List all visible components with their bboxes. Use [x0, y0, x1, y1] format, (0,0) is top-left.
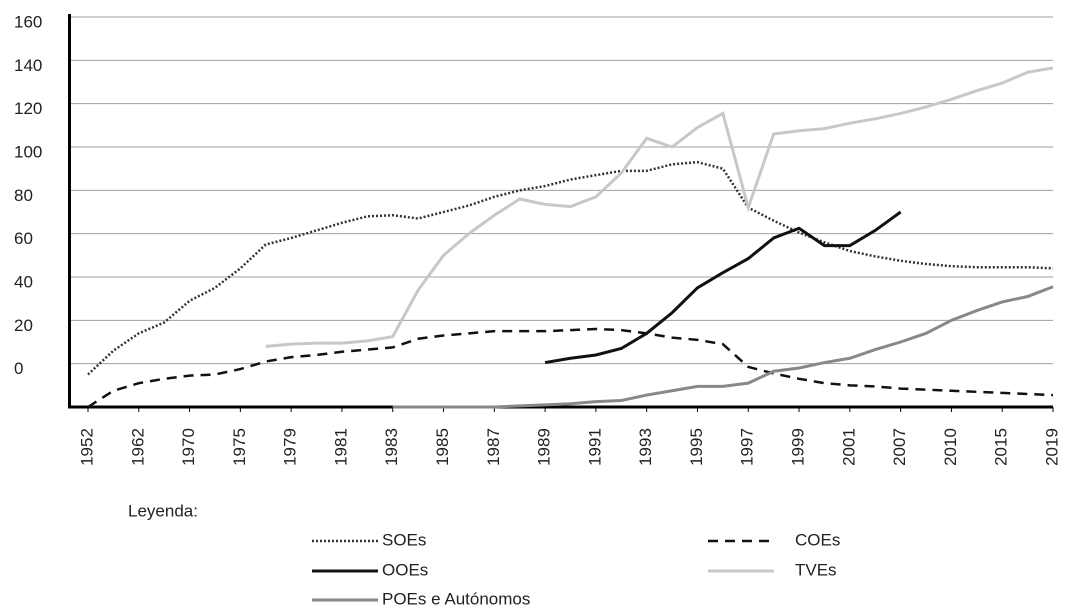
- x-tick-label: 1997: [738, 428, 757, 466]
- y-tick-label: 0: [14, 359, 23, 378]
- y-tick-label: 80: [14, 186, 33, 205]
- y-tick-label: 40: [14, 272, 33, 291]
- series-line: [87, 327, 1054, 409]
- y-tick-label: 160: [14, 12, 42, 31]
- x-tick-label: 1981: [331, 428, 350, 466]
- x-tick-label: 1999: [789, 428, 808, 466]
- x-tick-label: 1991: [585, 428, 604, 466]
- legend-title: Leyenda:: [128, 501, 198, 520]
- x-tick-label: 2001: [839, 428, 858, 466]
- y-tick-label: 140: [14, 56, 42, 75]
- x-tick-label: 1962: [128, 428, 147, 466]
- x-tick-label: 1987: [484, 428, 503, 466]
- legend-label: POEs e Autónomos: [382, 589, 530, 608]
- x-tick-label: 1979: [281, 428, 300, 466]
- legend-label: COEs: [795, 530, 840, 549]
- x-tick-label: 1975: [230, 428, 249, 466]
- series-line: [544, 210, 902, 365]
- legend-label: OOEs: [382, 560, 428, 579]
- x-tick-label: 1952: [77, 428, 96, 466]
- x-tick-label: 1970: [179, 428, 198, 466]
- y-tick-label: 120: [14, 99, 42, 118]
- x-tick-label: 2007: [890, 428, 909, 466]
- y-tick-label: 100: [14, 142, 42, 161]
- series-line: [265, 66, 1054, 348]
- x-tick-label: 1993: [636, 428, 655, 466]
- series-line: [87, 160, 1054, 376]
- legend-label: SOEs: [382, 530, 426, 549]
- x-tick-label: 1995: [687, 428, 706, 466]
- series-line: [392, 285, 1054, 409]
- y-tick-label: 20: [14, 316, 33, 335]
- legend-label: TVEs: [795, 560, 837, 579]
- x-tick-label: 1989: [535, 428, 554, 466]
- x-tick-label: 2015: [992, 428, 1011, 466]
- y-tick-label: 60: [14, 229, 33, 248]
- x-tick-label: 2019: [1042, 428, 1061, 466]
- x-tick-label: 1983: [382, 428, 401, 466]
- x-tick-label: 2010: [941, 428, 960, 466]
- x-tick-label: 1985: [433, 428, 452, 466]
